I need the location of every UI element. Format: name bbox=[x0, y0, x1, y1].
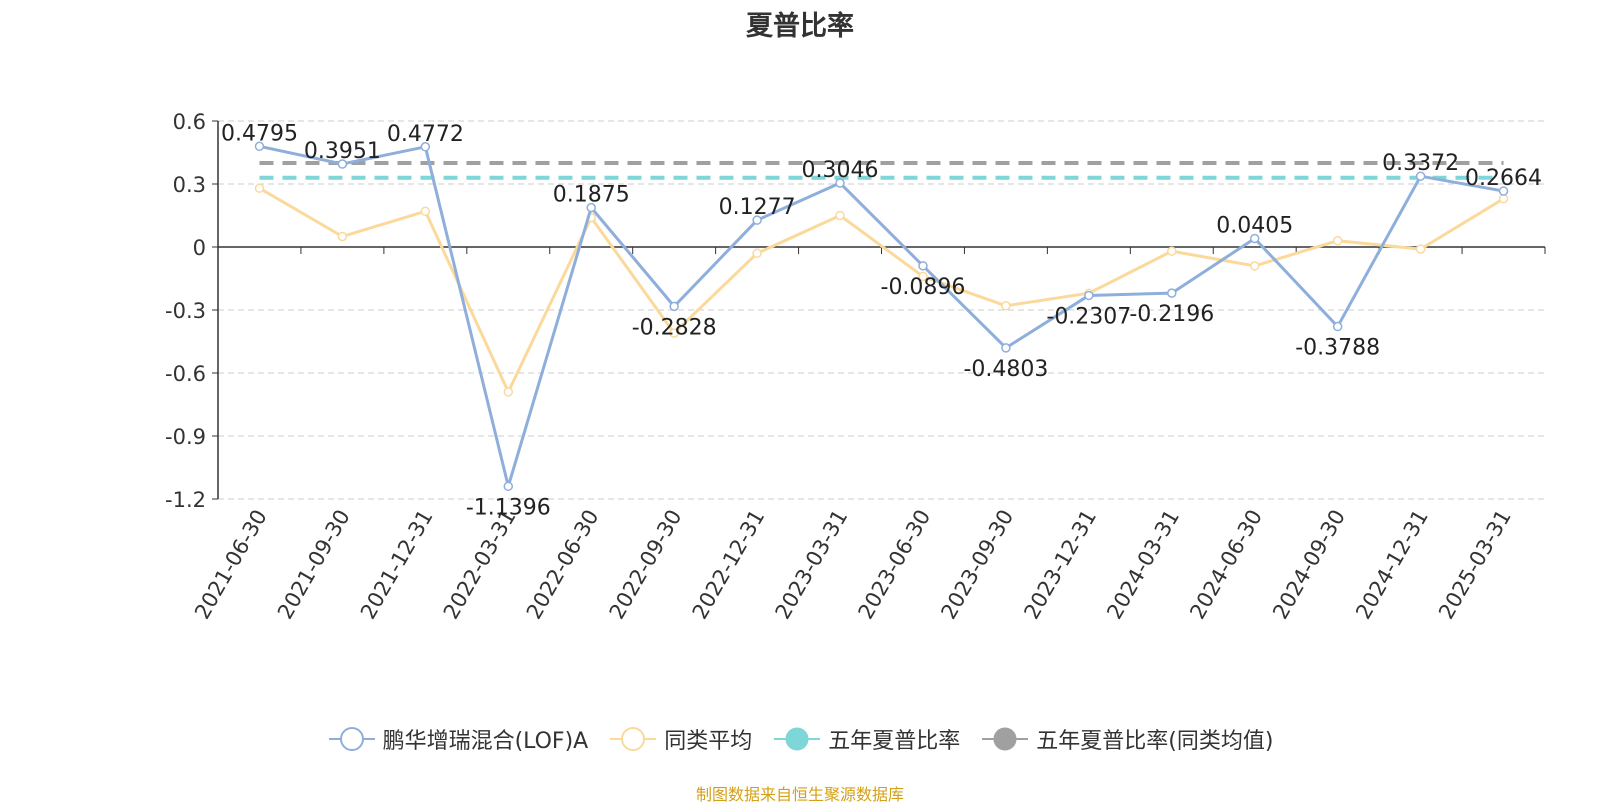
data-point bbox=[669, 328, 679, 338]
data-point bbox=[1001, 301, 1011, 311]
data-label: -0.4803 bbox=[963, 357, 1048, 382]
data-label: 0.3372 bbox=[1382, 151, 1459, 176]
x-tick-label: 2022-12-31 bbox=[688, 506, 770, 624]
data-point bbox=[1001, 343, 1011, 353]
data-point bbox=[1498, 186, 1509, 196]
x-tick-label: 2025-03-31 bbox=[1434, 506, 1516, 624]
x-tick-label: 2024-03-31 bbox=[1102, 506, 1184, 624]
legend-label: 五年夏普比率 bbox=[828, 729, 961, 754]
legend-label: 同类平均 bbox=[664, 729, 753, 754]
data-point bbox=[918, 271, 928, 282]
legend-swatch-icon bbox=[610, 727, 657, 751]
y-tick-label: -0.3 bbox=[165, 299, 206, 323]
data-point bbox=[835, 178, 845, 188]
data-point bbox=[420, 142, 431, 152]
data-point bbox=[1084, 290, 1094, 301]
chart-title: 夏普比率 bbox=[746, 11, 854, 42]
data-point bbox=[1167, 246, 1177, 256]
data-label: 0.3046 bbox=[802, 158, 879, 183]
x-tick-label: 2024-06-30 bbox=[1185, 506, 1267, 624]
data-point bbox=[254, 141, 265, 152]
data-label: -0.2307 bbox=[1046, 304, 1131, 329]
legend-marker bbox=[785, 727, 809, 751]
x-tick-label: 2023-03-31 bbox=[771, 506, 853, 624]
data-label: -0.3788 bbox=[1295, 336, 1380, 361]
legend-label: 鹏华增瑞混合(LOF)A bbox=[382, 729, 589, 754]
x-tick-label: 2021-06-30 bbox=[190, 506, 272, 624]
data-point bbox=[1498, 193, 1509, 204]
source-note: 制图数据来自恒生聚源数据库 bbox=[695, 785, 904, 804]
series-line bbox=[259, 144, 1504, 488]
data-label: 0.3951 bbox=[304, 139, 381, 164]
data-point bbox=[1249, 233, 1260, 244]
x-tick-label: 2022-06-30 bbox=[522, 506, 604, 624]
x-tick-label: 2023-06-30 bbox=[853, 506, 935, 624]
legend-marker bbox=[993, 727, 1017, 751]
data-point bbox=[752, 248, 762, 259]
y-tick-label: -1.2 bbox=[165, 488, 206, 512]
data-point bbox=[835, 210, 845, 221]
legend-marker bbox=[621, 727, 646, 751]
data-label: 0.1277 bbox=[719, 195, 796, 220]
y-tick-label: 0.3 bbox=[173, 173, 206, 197]
data-point bbox=[1167, 288, 1177, 298]
data-point bbox=[669, 301, 679, 312]
data-label: -1.1396 bbox=[466, 495, 551, 520]
y-tick-label: 0 bbox=[193, 236, 206, 260]
legend: 鹏华增瑞混合(LOF)A 同类平均 五年夏普比率 五年夏普比率(同类均值) bbox=[0, 722, 1600, 756]
legend-swatch-icon bbox=[328, 727, 375, 751]
y-tick-label: -0.9 bbox=[165, 425, 206, 449]
data-point bbox=[1415, 171, 1426, 181]
x-tick-label: 2022-03-31 bbox=[439, 506, 521, 624]
data-point bbox=[1249, 261, 1260, 271]
y-tick-label: 0.6 bbox=[173, 110, 206, 134]
legend-item[interactable]: 同类平均 bbox=[608, 723, 752, 755]
x-tick-label: 2024-12-31 bbox=[1351, 506, 1433, 624]
data-point bbox=[503, 387, 514, 397]
legend-swatch-icon bbox=[774, 727, 821, 751]
data-label: 0.4772 bbox=[387, 122, 464, 147]
data-point bbox=[918, 261, 928, 271]
series-line bbox=[258, 186, 1505, 394]
data-point bbox=[254, 183, 265, 193]
x-tick-label: 2023-09-30 bbox=[936, 506, 1018, 624]
x-tick-label: 2021-12-31 bbox=[356, 506, 438, 624]
data-label: -0.0896 bbox=[881, 275, 966, 300]
legend-item[interactable]: 五年夏普比率(同类均值) bbox=[980, 723, 1273, 755]
legend-item[interactable]: 五年夏普比率 bbox=[772, 723, 960, 755]
data-point bbox=[752, 215, 762, 225]
data-point bbox=[337, 231, 348, 242]
data-label: 0.0405 bbox=[1216, 213, 1293, 238]
data-label: 0.4795 bbox=[221, 121, 298, 146]
legend-item[interactable]: 鹏华增瑞混合(LOF)A bbox=[327, 723, 589, 755]
data-label: -0.2196 bbox=[1129, 302, 1214, 327]
x-tick-label: 2022-09-30 bbox=[605, 506, 687, 624]
data-point bbox=[586, 202, 596, 213]
legend-marker bbox=[339, 727, 364, 751]
data-point bbox=[1332, 235, 1343, 246]
y-tick-label: -0.6 bbox=[165, 362, 206, 386]
x-tick-label: 2021-09-30 bbox=[273, 506, 355, 624]
data-point bbox=[1332, 321, 1343, 332]
data-point bbox=[503, 481, 514, 492]
data-label: -0.2828 bbox=[632, 315, 717, 340]
x-tick-label: 2024-09-30 bbox=[1268, 506, 1350, 624]
data-point bbox=[1415, 244, 1426, 254]
legend-swatch-icon bbox=[982, 727, 1029, 751]
x-tick-label: 2023-12-31 bbox=[1019, 506, 1101, 624]
data-label: 0.2664 bbox=[1465, 166, 1542, 191]
data-label: 0.1875 bbox=[553, 183, 630, 208]
data-point bbox=[420, 206, 431, 217]
legend-label: 五年夏普比率(同类均值) bbox=[1036, 729, 1274, 754]
data-point bbox=[337, 159, 348, 169]
